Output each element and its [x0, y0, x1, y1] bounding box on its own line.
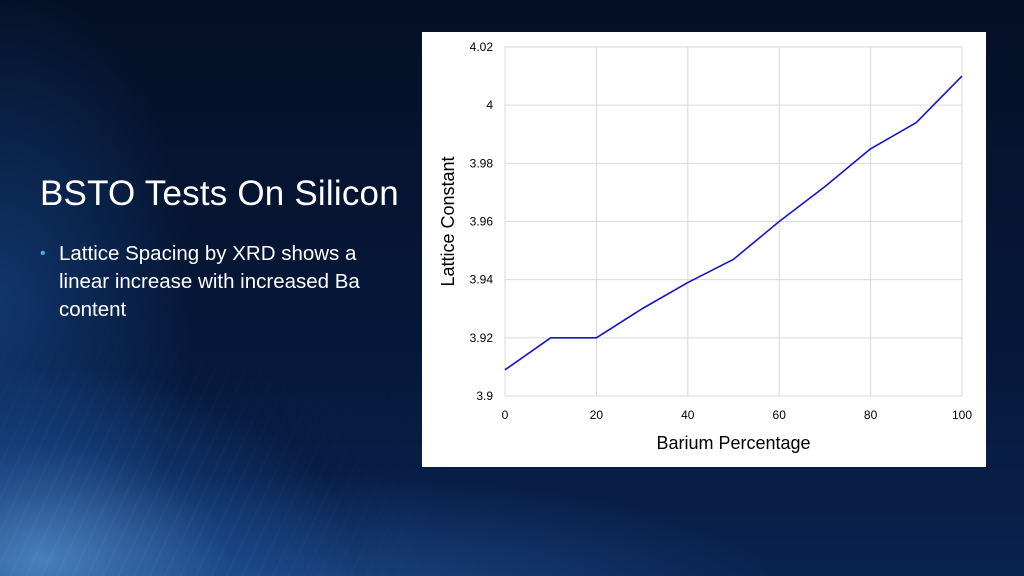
y-tick-label: 3.92 [470, 331, 494, 345]
series-line [504, 75, 963, 371]
bullet-list: • Lattice Spacing by XRD shows a linear … [40, 240, 412, 324]
y-tick-label: 4.02 [470, 40, 494, 54]
chart-axes: 3.9 3.92 3.94 3.96 3.98 4 4.02 0 20 40 60 80 100 [470, 40, 973, 422]
x-tick-label: 40 [681, 408, 695, 422]
y-tick-label: 4 [486, 98, 493, 112]
bullet-dot-icon: • [40, 245, 46, 262]
x-tick-label: 60 [773, 408, 787, 422]
y-tick-label: 3.96 [470, 215, 494, 229]
slide-title: BSTO Tests On Silicon [40, 174, 399, 213]
x-tick-label: 80 [864, 408, 878, 422]
x-axis-title: Barium Percentage [656, 433, 810, 453]
bullet-text: Lattice Spacing by XRD shows a linear in… [59, 242, 360, 321]
x-tick-label: 0 [502, 408, 509, 422]
chart-panel: 3.9 3.92 3.94 3.96 3.98 4 4.02 0 20 40 60 80 100 Bar… [422, 32, 986, 467]
chart-series [504, 75, 963, 371]
y-axis-title: Lattice Constant [438, 156, 458, 286]
y-tick-label: 3.94 [470, 273, 494, 287]
y-tick-label: 3.98 [470, 156, 494, 170]
chart-gridlines [504, 46, 963, 397]
bullet-item: • Lattice Spacing by XRD shows a linear … [40, 240, 412, 324]
x-tick-label: 100 [952, 408, 972, 422]
y-tick-label: 3.9 [476, 389, 493, 403]
x-tick-label: 20 [590, 408, 604, 422]
line-chart: 3.9 3.92 3.94 3.96 3.98 4 4.02 0 20 40 60 80 100 Bar… [438, 40, 973, 453]
